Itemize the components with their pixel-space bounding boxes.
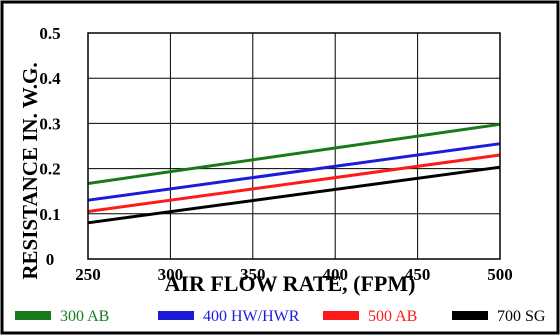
- chart-legend: 300 AB 400 HW/HWR 500 AB 700 SG: [15, 308, 546, 325]
- y-tick-label: 0.5: [39, 24, 60, 43]
- y-tick-label: 0.3: [39, 114, 60, 133]
- x-tick-label: 450: [405, 265, 431, 284]
- x-tick-label: 250: [75, 265, 101, 284]
- y-tick-label: 0.4: [39, 69, 61, 88]
- plot-area-frame: [87, 32, 501, 260]
- series-line-1: [87, 142, 501, 202]
- series-line-2: [87, 153, 501, 213]
- x-tick-label: 350: [240, 265, 266, 284]
- legend-swatch-2: [323, 311, 359, 320]
- series-line-0: [87, 122, 501, 185]
- y-axis-title: RESISTANCE IN. W.G.: [18, 62, 42, 279]
- x-axis-title: AIR FLOW RATE, (FPM): [165, 271, 416, 296]
- series-line-3: [87, 165, 501, 225]
- legend-swatch-0: [15, 311, 51, 320]
- x-tick-label: 300: [158, 265, 184, 284]
- y-tick-label: 0: [46, 250, 55, 269]
- legend-label-2: 500 AB: [368, 308, 417, 325]
- x-tick-label: 400: [322, 265, 348, 284]
- legend-swatch-3: [452, 311, 488, 320]
- y-tick-label: 0.2: [39, 160, 60, 179]
- legend-label-3: 700 SG: [497, 308, 546, 325]
- legend-label-0: 300 AB: [60, 308, 109, 325]
- legend-label-1: 400 HW/HWR: [203, 308, 300, 325]
- legend-swatch-1: [158, 311, 194, 320]
- x-tick-label: 500: [487, 265, 513, 284]
- y-tick-label: 0.1: [39, 205, 60, 224]
